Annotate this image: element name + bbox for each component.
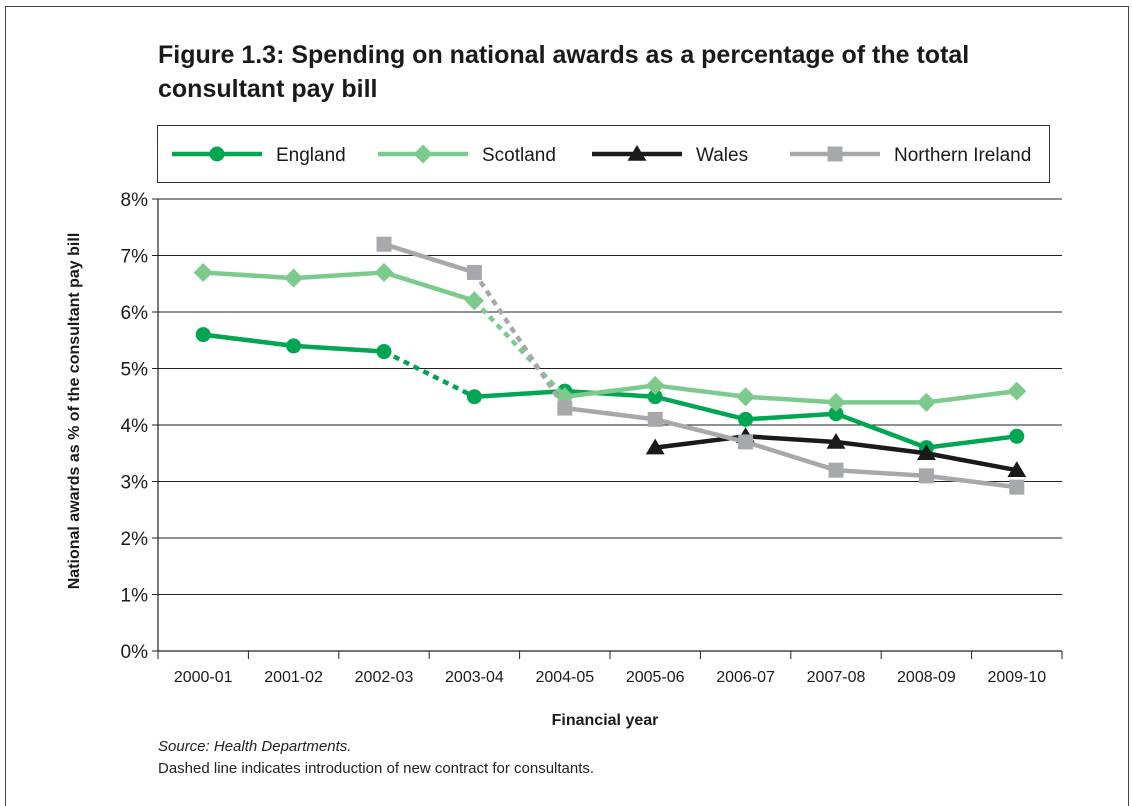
- data-point-northern-ireland: [918, 468, 934, 484]
- y-tick-label: 3%: [121, 473, 149, 494]
- x-tick-label: 2009-10: [987, 669, 1046, 686]
- data-point-northern-ireland: [1009, 479, 1025, 495]
- series-segment-northern-ireland: [926, 473, 1018, 490]
- series-segment-scotland: [383, 270, 476, 303]
- series-segment-england: [293, 343, 385, 354]
- data-point-england: [376, 344, 392, 360]
- series-segment-northern-ireland: [564, 405, 656, 422]
- series-segment-northern-ireland: [654, 417, 747, 445]
- source-note: Source: Health Departments.: [158, 738, 352, 755]
- data-point-northern-ireland: [376, 236, 392, 252]
- x-tick-label: 2000-01: [174, 669, 233, 686]
- legend-label-northern-ireland: Northern Ireland: [894, 145, 1031, 166]
- series-segment-scotland: [745, 394, 837, 405]
- data-point-wales: [1007, 461, 1027, 477]
- data-point-scotland: [284, 268, 304, 288]
- x-tick-label: 2006-07: [716, 669, 775, 686]
- x-tick-label: 2008-09: [897, 669, 956, 686]
- data-point-northern-ireland: [828, 462, 844, 478]
- y-tick-label: 0%: [121, 642, 149, 663]
- x-tick-label: 2007-08: [807, 669, 866, 686]
- y-tick-label: 5%: [121, 360, 149, 381]
- data-point-england: [647, 389, 663, 405]
- data-point-scotland: [1007, 381, 1027, 401]
- y-tick-label: 4%: [121, 416, 149, 437]
- data-point-england: [738, 411, 754, 427]
- series-segment-england: [202, 332, 294, 349]
- data-point-scotland: [193, 262, 213, 282]
- data-point-wales: [826, 432, 846, 449]
- series-segment-wales: [745, 434, 837, 445]
- legend-item-scotland: Scotland: [378, 144, 556, 166]
- legend-label-england: England: [276, 145, 346, 166]
- figure-frame: [5, 6, 1129, 806]
- legend-marker-england: [209, 146, 225, 162]
- series-segment-northern-ireland: [472, 271, 567, 410]
- series-segment-scotland: [293, 270, 385, 281]
- legend-box: [157, 125, 1050, 183]
- legend-item-northern-ireland: Northern Ireland: [790, 145, 1031, 166]
- data-point-wales: [645, 438, 665, 455]
- x-tick-label: 2005-06: [626, 669, 685, 686]
- y-tick-label: 2%: [121, 529, 149, 550]
- data-point-northern-ireland: [738, 434, 754, 450]
- data-point-scotland: [645, 375, 665, 395]
- legend-marker-northern-ireland: [827, 146, 843, 162]
- legend-label-wales: Wales: [696, 145, 748, 166]
- x-tick-label: 2004-05: [535, 669, 594, 686]
- series-scotland: [193, 262, 1027, 412]
- series-segment-scotland: [564, 383, 656, 399]
- series-segment-england: [564, 388, 656, 399]
- data-point-england: [466, 389, 482, 405]
- series-segment-england: [382, 349, 476, 399]
- legend-marker-wales: [627, 145, 647, 161]
- legend-item-england: England: [172, 145, 346, 166]
- series-segment-england: [745, 411, 837, 422]
- figure-title: Figure 1.3: Spending on national awards …: [158, 41, 970, 103]
- data-point-wales: [916, 444, 936, 460]
- series-segment-northern-ireland: [383, 242, 476, 275]
- x-axis-label: Financial year: [552, 712, 659, 729]
- data-point-scotland: [374, 262, 394, 282]
- data-point-england: [1009, 428, 1025, 444]
- series-segment-scotland: [203, 270, 294, 281]
- data-point-england: [828, 406, 844, 422]
- series-segment-england: [926, 434, 1018, 450]
- data-point-scotland: [826, 392, 846, 412]
- data-point-northern-ireland: [557, 400, 573, 416]
- y-tick-label: 6%: [121, 303, 149, 324]
- series-segment-northern-ireland: [744, 439, 837, 473]
- dashed-line-note: Dashed line indicates introduction of ne…: [158, 760, 595, 777]
- series-segment-scotland: [654, 383, 746, 399]
- series-segment-wales: [835, 439, 927, 456]
- y-tick-label: 8%: [121, 190, 149, 211]
- x-tick-label: 2003-04: [445, 669, 504, 686]
- series-segment-wales: [925, 451, 1018, 473]
- series-segment-scotland: [472, 299, 567, 399]
- legend-marker-scotland: [413, 144, 433, 164]
- data-point-scotland: [736, 387, 756, 407]
- series-segment-scotland: [926, 388, 1018, 405]
- data-point-england: [195, 327, 211, 343]
- y-tick-label: 1%: [121, 586, 149, 607]
- y-axis-label: National awards as % of the consultant p…: [66, 233, 83, 590]
- x-tick-label: 2002-03: [355, 669, 414, 686]
- y-tick-label: 7%: [121, 247, 149, 268]
- data-point-northern-ireland: [647, 411, 663, 427]
- data-point-england: [286, 338, 302, 354]
- legend-item-wales: Wales: [592, 145, 748, 166]
- legend-label-scotland: Scotland: [482, 145, 556, 166]
- series-segment-northern-ireland: [835, 467, 927, 479]
- data-point-scotland: [916, 392, 936, 412]
- series-segment-england: [835, 411, 928, 450]
- x-tick-label: 2001-02: [264, 669, 323, 686]
- data-point-northern-ireland: [466, 264, 482, 280]
- series-segment-england: [654, 394, 747, 422]
- data-point-scotland: [464, 291, 484, 311]
- series-segment-england: [474, 388, 565, 399]
- series-northern-ireland: [376, 236, 1025, 495]
